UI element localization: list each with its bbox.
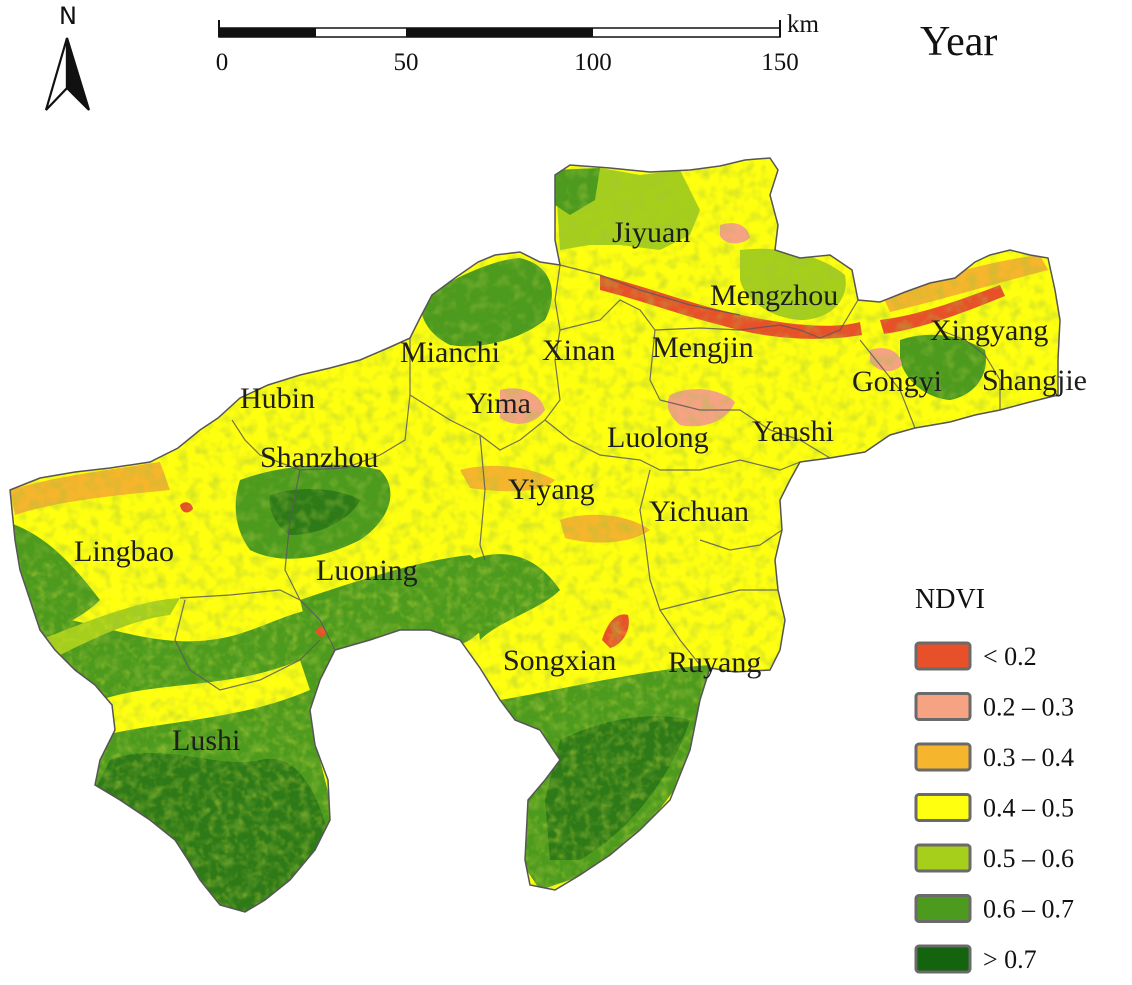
legend-label: 0.4 – 0.5 (983, 794, 1074, 823)
label-xinan: Xinan (542, 334, 615, 367)
legend-swatch (914, 742, 972, 772)
label-mengzhou: Mengzhou (710, 279, 838, 312)
legend-item: > 0.7 (914, 944, 1037, 974)
legend-item: 0.4 – 0.5 (914, 793, 1074, 823)
label-lingbao: Lingbao (74, 535, 174, 568)
scale-tick-100: 100 (574, 49, 612, 76)
label-yichuan: Yichuan (649, 495, 749, 528)
legend: NDVI < 0.2 0.2 – 0.3 0.3 – 0.4 0.4 – 0.5 0.5… (914, 584, 1074, 974)
north-arrow-left-icon (44, 37, 69, 111)
legend-label: 0.5 – 0.6 (983, 844, 1074, 873)
label-luolong: Luolong (607, 421, 709, 454)
legend-item: 0.5 – 0.6 (914, 843, 1074, 873)
region-outline (9, 157, 1061, 913)
legend-label: < 0.2 (983, 642, 1037, 671)
legend-swatch (914, 641, 972, 671)
label-hubin: Hubin (240, 382, 315, 415)
legend-label: > 0.7 (983, 945, 1037, 974)
label-xingyang: Xingyang (930, 314, 1048, 347)
scale-tick-50: 50 (394, 49, 419, 76)
county-boundaries (174, 264, 1001, 691)
label-yanshi: Yanshi (752, 415, 834, 448)
label-songxian: Songxian (503, 644, 616, 677)
legend-item: 0.2 – 0.3 (914, 692, 1074, 722)
legend-item: 0.6 – 0.7 (914, 894, 1074, 924)
scale-tick-150: 150 (761, 49, 799, 76)
legend-title: NDVI (915, 584, 985, 615)
label-gongyi: Gongyi (852, 365, 942, 398)
label-jiyuan: Jiyuan (612, 216, 690, 249)
legend-label: 0.6 – 0.7 (983, 895, 1074, 924)
north-arrow-right-icon (65, 37, 91, 111)
label-mengjin: Mengjin (652, 331, 754, 364)
label-shanzhou: Shanzhou (260, 441, 378, 474)
legend-swatch (914, 793, 972, 822)
legend-swatch (914, 894, 972, 923)
legend-label: 0.2 – 0.3 (983, 693, 1074, 722)
north-arrow: N (44, 2, 91, 111)
north-label: N (59, 2, 77, 30)
legend-item: 0.3 – 0.4 (914, 742, 1074, 772)
label-shangjie: Shangjie (982, 364, 1087, 397)
scale-unit: km (787, 11, 820, 38)
label-yima: Yima (466, 387, 531, 420)
scale-tick-0: 0 (216, 49, 229, 76)
map-title: Year (920, 19, 997, 65)
legend-swatch (914, 843, 972, 873)
legend-swatch (914, 692, 972, 721)
legend-swatch (914, 944, 972, 974)
place-labels: Jiyuan Mengzhou Xingyang Mianchi Xinan M… (74, 216, 1087, 757)
legend-item: < 0.2 (914, 641, 1037, 671)
label-mianchi: Mianchi (400, 336, 500, 369)
label-luoning: Luoning (316, 554, 418, 587)
label-ruyang: Ruyang (668, 646, 761, 679)
scale-bar: km 0 50 100 150 (216, 11, 820, 76)
legend-label: 0.3 – 0.4 (983, 743, 1074, 772)
label-lushi: Lushi (172, 724, 240, 757)
label-yiyang: Yiyang (508, 473, 595, 506)
